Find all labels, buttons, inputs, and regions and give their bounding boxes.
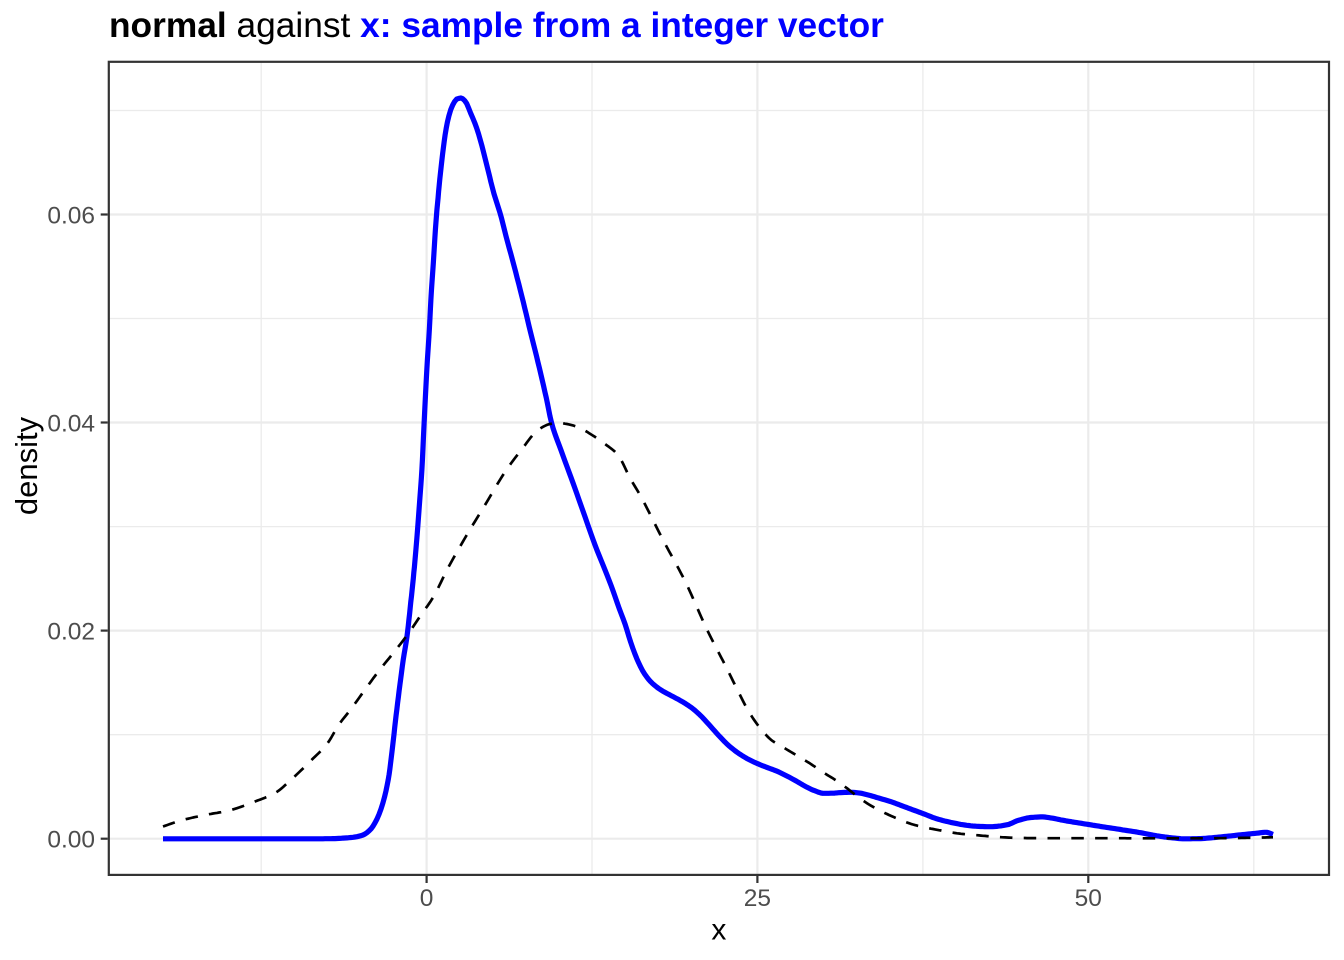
svg-text:density: density xyxy=(9,416,44,515)
svg-text:x: x xyxy=(711,914,726,947)
svg-text:0: 0 xyxy=(420,885,434,912)
svg-text:0.06: 0.06 xyxy=(47,202,95,229)
svg-text:0.02: 0.02 xyxy=(47,618,95,645)
svg-text:50: 50 xyxy=(1075,885,1102,912)
svg-text:0.04: 0.04 xyxy=(47,410,95,437)
svg-text:0.00: 0.00 xyxy=(47,827,95,854)
svg-text:25: 25 xyxy=(744,885,771,912)
svg-text:normal against x: sample from: normal against x: sample from a integer … xyxy=(109,6,884,45)
